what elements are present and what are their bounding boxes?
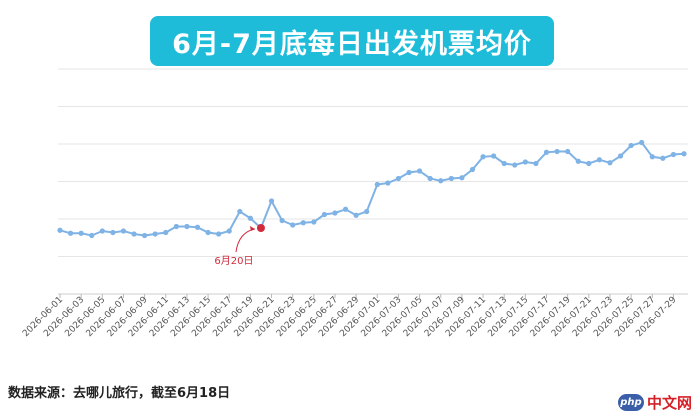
annotation-arrowhead — [249, 226, 255, 231]
data-point — [427, 175, 433, 182]
data-point — [152, 231, 158, 237]
data-point — [226, 228, 232, 234]
data-point — [512, 162, 518, 168]
data-point — [491, 153, 497, 159]
watermark-text: 中文网 — [646, 394, 692, 412]
grid-lines — [58, 68, 688, 257]
data-point — [163, 229, 169, 236]
data-point — [216, 231, 222, 237]
data-point — [247, 215, 253, 221]
data-point — [300, 220, 306, 226]
data-point — [681, 151, 687, 157]
data-point — [406, 169, 412, 176]
data-point — [649, 154, 655, 160]
highlight-annotation: 6月20日 — [214, 224, 265, 267]
data-point — [395, 175, 402, 182]
data-point — [575, 158, 581, 164]
data-point — [385, 180, 391, 186]
data-point — [596, 157, 602, 163]
data-point — [353, 212, 359, 218]
data-point — [469, 166, 476, 173]
data-point — [565, 148, 571, 155]
data-point — [374, 181, 380, 188]
x-ticks: 2026-06-012026-06-032026-06-052026-06-07… — [21, 294, 679, 339]
data-point — [279, 217, 285, 224]
data-point — [99, 228, 105, 234]
data-point — [501, 160, 507, 167]
data-point — [120, 228, 127, 234]
highlight-point — [256, 224, 265, 232]
chart-title: 6月-7月底每日出发机票均价 — [150, 16, 554, 66]
data-points — [57, 139, 687, 239]
data-point — [332, 210, 338, 216]
data-point — [78, 230, 84, 236]
data-point — [364, 208, 370, 215]
data-point — [237, 208, 243, 215]
data-point — [459, 175, 465, 181]
data-point — [639, 139, 645, 146]
data-point — [543, 149, 550, 155]
data-point — [607, 160, 613, 166]
data-point — [586, 160, 592, 167]
data-point — [142, 232, 148, 239]
data-point — [628, 142, 634, 149]
watermark-logo: php 中文网 — [617, 392, 692, 413]
data-point — [321, 211, 328, 218]
watermark-badge: php — [617, 394, 644, 411]
data-point — [480, 154, 486, 160]
data-point — [670, 151, 677, 158]
data-point — [67, 230, 74, 236]
data-point — [438, 178, 444, 184]
series-line — [59, 141, 685, 237]
data-point — [89, 232, 95, 239]
annotation-arrow — [235, 228, 256, 253]
data-point — [184, 223, 190, 230]
data-point — [533, 160, 539, 167]
data-point — [268, 198, 275, 204]
data-point — [110, 229, 116, 236]
data-point — [617, 153, 624, 159]
data-point — [173, 223, 179, 230]
data-point — [290, 222, 296, 228]
data-point — [342, 206, 349, 212]
annotation-label: 6月20日 — [214, 255, 253, 267]
data-point — [554, 148, 560, 155]
data-point — [311, 219, 317, 225]
data-point — [522, 159, 528, 165]
data-point — [131, 231, 137, 237]
data-point — [57, 227, 63, 233]
data-point — [194, 224, 201, 230]
data-point — [205, 229, 211, 236]
data-point — [416, 168, 423, 174]
data-point — [448, 175, 454, 182]
source-note: 数据来源：去哪儿旅行，截至6月18日 — [8, 386, 231, 401]
data-point — [660, 155, 666, 161]
